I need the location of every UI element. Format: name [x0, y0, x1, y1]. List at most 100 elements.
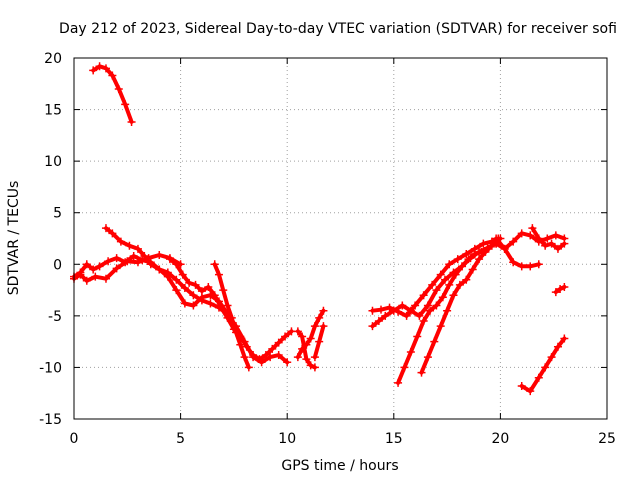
data-point — [140, 252, 149, 261]
grid — [74, 58, 607, 419]
data-point — [146, 260, 155, 269]
data-point — [389, 306, 398, 315]
y-tick-label: 15 — [44, 103, 62, 119]
series-arc-17 — [551, 282, 569, 297]
data-point — [116, 237, 125, 246]
data-point — [108, 71, 117, 80]
data-point — [528, 224, 537, 233]
data-point — [163, 272, 172, 281]
data-point — [381, 311, 390, 320]
data-point — [464, 255, 473, 264]
data-point — [310, 353, 319, 362]
data-point — [551, 288, 560, 297]
data-point — [402, 311, 411, 320]
data-point — [240, 353, 249, 362]
data-point — [419, 291, 428, 300]
data-point — [526, 387, 535, 396]
data-point — [223, 301, 232, 310]
data-point — [481, 247, 490, 256]
data-point — [426, 306, 435, 315]
x-tick-label: 5 — [176, 431, 185, 447]
data-point — [394, 378, 403, 387]
x-tick-label: 25 — [598, 431, 616, 447]
data-point — [526, 231, 535, 240]
data-point — [283, 358, 292, 367]
data-point — [432, 286, 441, 295]
data-point — [206, 299, 215, 308]
data-point — [185, 278, 194, 287]
data-point — [406, 306, 415, 315]
data-point — [400, 363, 409, 372]
data-point — [385, 303, 394, 312]
data-point — [89, 265, 98, 274]
data-point — [172, 260, 181, 269]
data-point — [500, 244, 509, 253]
data-series — [70, 62, 569, 396]
data-point — [470, 249, 479, 258]
data-point — [462, 249, 471, 258]
data-point — [551, 231, 560, 240]
data-point — [261, 351, 270, 360]
data-point — [492, 234, 501, 243]
data-point — [302, 355, 311, 364]
data-point — [274, 351, 283, 360]
data-point — [419, 317, 428, 326]
data-point — [214, 270, 223, 279]
series-arc-4 — [101, 224, 292, 367]
data-point — [547, 353, 556, 362]
data-point — [406, 347, 415, 356]
data-point — [458, 262, 467, 271]
data-point — [114, 84, 123, 93]
y-tick-label: 5 — [53, 206, 62, 222]
data-point — [165, 255, 174, 264]
data-point — [560, 334, 569, 343]
data-point — [249, 351, 258, 360]
data-point — [509, 258, 518, 267]
data-point — [560, 239, 569, 248]
data-point — [101, 274, 110, 283]
series-arc-9 — [310, 322, 328, 362]
data-point — [232, 328, 241, 337]
data-point — [541, 241, 550, 250]
data-point — [455, 280, 464, 289]
data-point — [82, 276, 91, 285]
data-point — [281, 332, 290, 341]
data-point — [129, 252, 138, 261]
data-point — [133, 244, 142, 253]
data-point — [449, 291, 458, 300]
data-point — [445, 260, 454, 269]
x-tick-label: 20 — [491, 431, 509, 447]
data-point — [517, 381, 526, 390]
data-point — [210, 291, 219, 300]
x-tick-label: 10 — [278, 431, 296, 447]
x-tick-label: 15 — [385, 431, 403, 447]
data-point — [127, 117, 136, 126]
data-point — [244, 363, 253, 372]
data-point — [487, 241, 496, 250]
data-point — [155, 251, 164, 260]
data-point — [178, 270, 187, 279]
data-point — [95, 262, 104, 271]
data-point — [315, 337, 324, 346]
data-point — [180, 299, 189, 308]
data-point — [101, 64, 110, 73]
data-point — [266, 353, 275, 362]
series-arc-15 — [492, 234, 543, 271]
data-point — [189, 301, 198, 310]
data-point — [112, 254, 121, 263]
data-point — [445, 280, 454, 289]
data-point — [475, 255, 484, 264]
series-arc-16 — [528, 224, 569, 253]
data-point — [415, 311, 424, 320]
data-point — [112, 264, 121, 273]
data-point — [310, 363, 319, 372]
x-axis-label: GPS time / hours — [281, 458, 398, 474]
data-point — [451, 270, 460, 279]
series-arc-8 — [293, 327, 319, 372]
data-point — [428, 280, 437, 289]
data-point — [293, 353, 302, 362]
data-point — [526, 262, 535, 271]
data-point — [468, 265, 477, 274]
data-point — [108, 229, 117, 238]
